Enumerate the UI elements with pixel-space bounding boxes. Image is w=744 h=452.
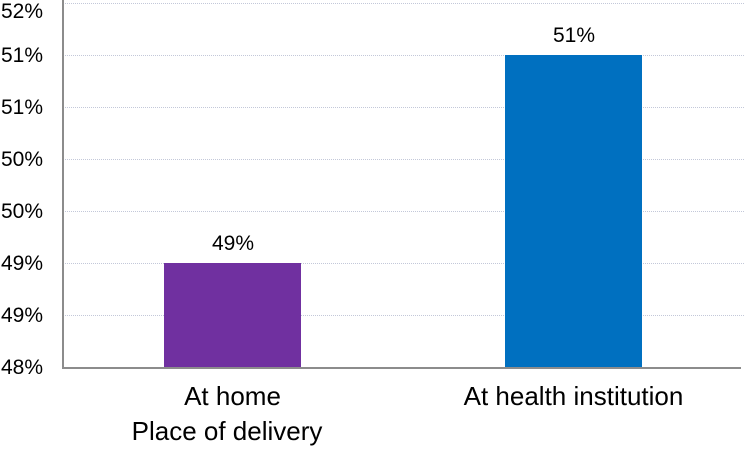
gridline <box>63 55 744 56</box>
y-tick-label: 49% <box>0 304 43 327</box>
gridline <box>63 263 744 264</box>
gridline <box>63 107 744 108</box>
category-label-at-health-institution: At health institution <box>463 381 684 411</box>
y-tick-label: 50% <box>0 148 43 171</box>
gridline <box>63 3 744 4</box>
bar-value-label: 49% <box>211 232 255 255</box>
y-tick-label: 51% <box>0 96 43 119</box>
y-tick-label: 49% <box>0 252 43 275</box>
gridline <box>63 315 744 316</box>
gridline <box>63 211 744 212</box>
y-tick-label: 48% <box>0 356 43 379</box>
x-axis-line <box>62 367 741 369</box>
y-tick-label: 51% <box>0 44 43 67</box>
bar-at-home <box>164 263 301 367</box>
y-tick-label: 52% <box>0 0 43 23</box>
bar-at-health-institution <box>505 55 642 367</box>
bar-value-label: 51% <box>552 24 596 47</box>
y-tick-label: 50% <box>0 200 43 223</box>
gridline <box>63 159 744 160</box>
category-label-at-home: At home <box>184 381 281 411</box>
x-axis-title: Place of delivery <box>131 416 323 446</box>
y-axis-line <box>62 0 64 369</box>
